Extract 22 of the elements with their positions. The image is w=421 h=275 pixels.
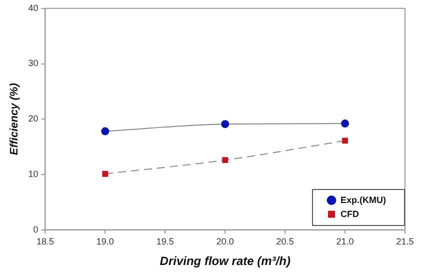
- x-tick-label: 21.0: [336, 236, 354, 247]
- y-tick-label: 0: [33, 224, 38, 234]
- point: [102, 170, 108, 177]
- point: [222, 157, 228, 164]
- point: [342, 138, 348, 144]
- point: [341, 120, 350, 128]
- legend-label: CFD: [340, 208, 360, 219]
- x-tick-label: 19.5: [156, 236, 174, 247]
- point: [221, 120, 230, 128]
- y-tick-label: 30: [28, 58, 38, 68]
- y-tick-label: 40: [28, 2, 38, 13]
- y-tick-label: 20: [28, 114, 38, 124]
- x-tick-label: 20.5: [276, 236, 294, 247]
- x-tick-label: 18.5: [36, 236, 54, 247]
- x-tick-label: 19.0: [96, 236, 114, 247]
- y-tick-label: 10: [28, 168, 38, 179]
- legend-label: Exp.(KMU): [340, 194, 386, 205]
- point: [101, 127, 110, 136]
- x-axis-title: Driving flow rate (m³/h): [160, 254, 290, 268]
- x-tick-label: 20.0: [216, 236, 234, 247]
- x-tick-label: 21.5: [396, 236, 414, 247]
- y-axis-title: Efficiency (%): [8, 82, 21, 156]
